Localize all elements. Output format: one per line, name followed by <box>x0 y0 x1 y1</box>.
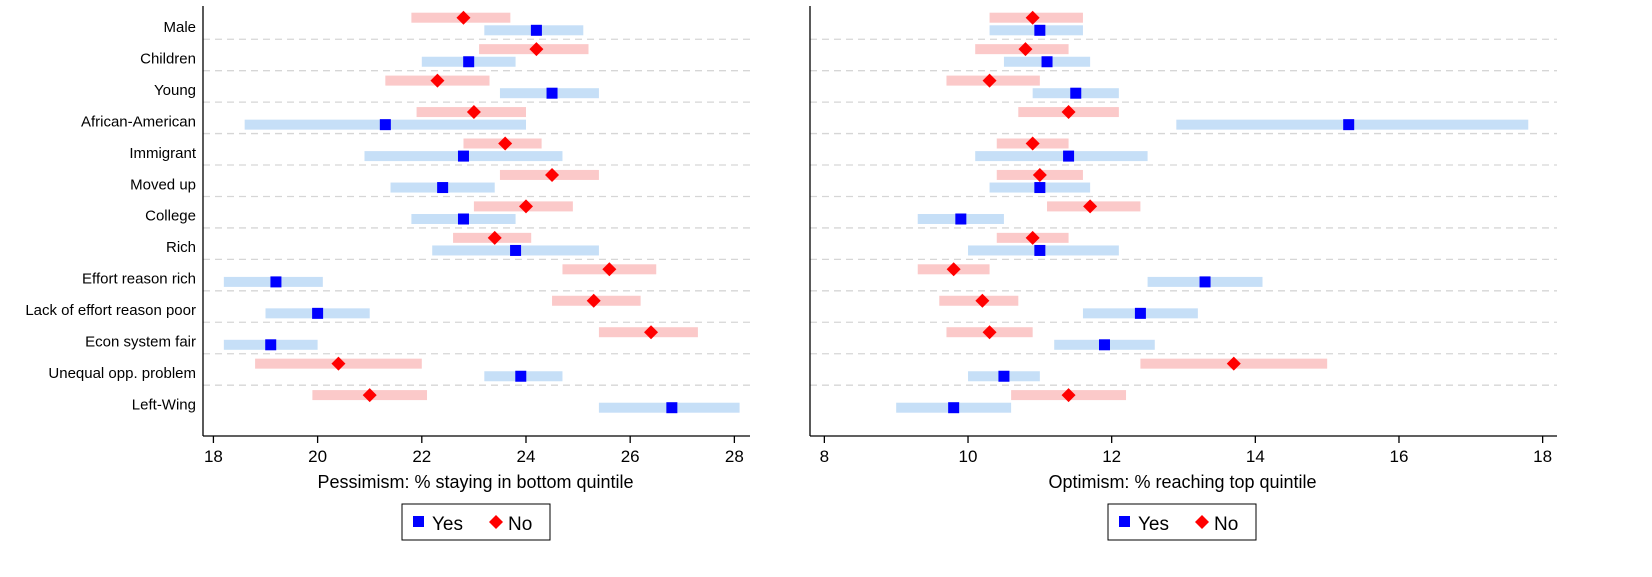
category-label: Young <box>154 82 196 99</box>
legend-box <box>1107 503 1257 541</box>
category-label: College <box>145 208 196 225</box>
no-point <box>1083 199 1098 214</box>
x-tick-label: 26 <box>621 447 640 466</box>
x-tick-label: 14 <box>1246 447 1265 466</box>
no-point <box>1061 388 1076 403</box>
yes-point <box>1034 24 1046 36</box>
yes-point <box>1070 87 1082 99</box>
no-point <box>1025 10 1040 25</box>
category-label: Left-Wing <box>132 396 196 413</box>
no-point <box>975 293 990 308</box>
x-tick-label: 12 <box>1102 447 1121 466</box>
yes-point <box>1041 56 1053 68</box>
yes-point <box>379 119 391 131</box>
yes-point <box>437 182 449 194</box>
legend-no-marker <box>1195 515 1209 529</box>
x-tick-label: 20 <box>308 447 327 466</box>
yes-point <box>948 402 960 414</box>
no-point <box>545 167 560 182</box>
no-point <box>362 388 377 403</box>
category-label: Children <box>140 50 196 67</box>
no-point <box>430 73 445 88</box>
no-point <box>1226 356 1241 371</box>
x-tick-label: 10 <box>959 447 978 466</box>
category-label: Effort reason rich <box>82 271 196 288</box>
x-tick-label: 28 <box>725 447 744 466</box>
x-tick-label: 22 <box>412 447 431 466</box>
category-label: Male <box>163 19 196 36</box>
category-label: Moved up <box>130 176 196 193</box>
no-point <box>518 199 533 214</box>
no-point <box>1032 167 1047 182</box>
x-tick-label: 8 <box>820 447 829 466</box>
yes-ci-bar <box>975 151 1148 162</box>
yes-point <box>1098 339 1110 351</box>
category-label: Lack of effort reason poor <box>25 302 196 319</box>
x-tick-label: 16 <box>1390 447 1409 466</box>
x-axis-label: Pessimism: % staying in bottom quintile <box>317 472 633 492</box>
no-point <box>487 230 502 245</box>
yes-point <box>955 213 967 225</box>
legend: Yes No <box>1107 503 1257 541</box>
no-point <box>602 262 617 277</box>
yes-point <box>510 244 522 256</box>
yes-point <box>463 56 475 68</box>
category-label: Econ system fair <box>85 334 196 351</box>
x-tick-label: 18 <box>204 447 223 466</box>
no-point <box>1061 105 1076 120</box>
yes-point <box>270 276 282 288</box>
legend-yes-marker <box>1119 516 1130 527</box>
legend-no-label: No <box>508 514 532 535</box>
no-point <box>456 10 471 25</box>
yes-point <box>1134 307 1146 319</box>
legend-no-label: No <box>1214 514 1238 535</box>
yes-point <box>530 24 542 36</box>
yes-point <box>1199 276 1211 288</box>
legend-yes-marker <box>413 516 424 527</box>
no-point <box>1025 230 1040 245</box>
no-point <box>946 262 961 277</box>
yes-point <box>265 339 277 351</box>
legend-yes-label: Yes <box>1138 514 1169 535</box>
no-point <box>982 325 997 340</box>
yes-point <box>515 370 527 382</box>
x-axis-label: Optimism: % reaching top quintile <box>1048 472 1316 492</box>
no-point <box>586 293 601 308</box>
legend-box <box>401 503 551 541</box>
yes-point <box>1034 182 1046 194</box>
yes-point <box>457 213 469 225</box>
no-point <box>529 42 544 57</box>
yes-point <box>666 402 678 414</box>
x-tick-label: 24 <box>517 447 536 466</box>
panel-2: 8 10 12 14 16 18 Optimism: % reaching top quin… <box>809 6 1557 541</box>
no-point <box>644 325 659 340</box>
no-point <box>982 73 997 88</box>
category-label: Unequal opp. problem <box>48 365 196 382</box>
no-point <box>498 136 513 151</box>
yes-point <box>1034 244 1046 256</box>
yes-point <box>312 307 324 319</box>
category-label: African-American <box>81 113 196 130</box>
legend-yes-label: Yes <box>432 514 463 535</box>
legend-no-marker <box>489 515 503 529</box>
x-tick-label: 18 <box>1533 447 1552 466</box>
no-point <box>466 105 481 120</box>
yes-point <box>998 370 1010 382</box>
category-label: Immigrant <box>129 145 197 162</box>
category-label: Rich <box>166 239 196 256</box>
no-point <box>331 356 346 371</box>
yes-point <box>1063 150 1075 162</box>
legend: Yes No <box>401 503 551 541</box>
no-point <box>1025 136 1040 151</box>
panel-1: 18 20 22 24 26 28 Pessimism: % staying in bott… <box>202 6 750 541</box>
yes-point <box>1343 119 1355 131</box>
no-point <box>1018 42 1033 57</box>
yes-point <box>546 87 558 99</box>
yes-point <box>457 150 469 162</box>
